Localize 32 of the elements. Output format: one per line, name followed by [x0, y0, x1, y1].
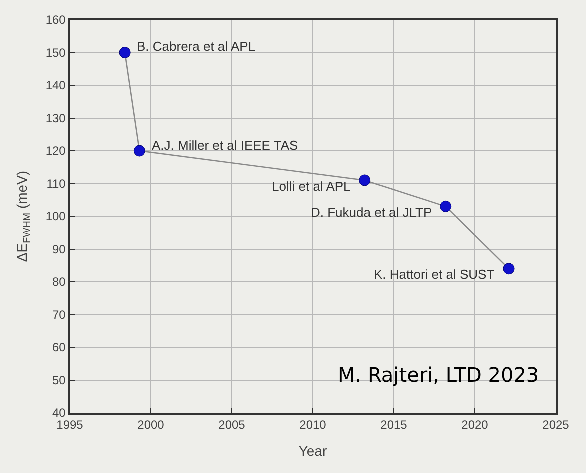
annotation: K. Hattori et al SUST [374, 267, 495, 282]
point [119, 47, 131, 58]
x-tick-label: 2020 [462, 418, 489, 432]
y-tick-label: 120 [46, 144, 66, 158]
x-tick-label: 2000 [138, 418, 165, 432]
point [440, 200, 452, 212]
y-tick-label: 50 [52, 373, 66, 388]
annotation: Lolli et al APL [272, 179, 351, 194]
annotation: A.J. Miller et al IEEE TAS [152, 138, 299, 153]
y-tick-label: 100 [46, 210, 66, 224]
annotation: B. Cabrera et al APL [137, 39, 256, 54]
y-tick-label: 110 [46, 176, 66, 191]
point [359, 174, 371, 186]
point [503, 263, 515, 275]
y-tick-label: 140 [46, 78, 66, 93]
x-tick-label: 2025 [542, 418, 570, 432]
annotation: D. Fukuda et al JLTP [311, 205, 432, 220]
y-tick-label: 150 [46, 46, 66, 60]
y-tick-label: 160 [46, 13, 66, 28]
x-tick-label: 1995 [56, 418, 84, 432]
x-axis-title: Year [298, 442, 328, 459]
x-tick-label: 2015 [380, 418, 408, 432]
y-tick-label: 90 [52, 242, 66, 256]
x-tick-label: 2010 [300, 418, 327, 432]
y-tick-label: 80 [52, 275, 66, 290]
y-tick-label: 130 [46, 111, 66, 126]
y-tick-label: 70 [52, 308, 66, 322]
y-tick-label: 40 [52, 406, 66, 420]
x-tick-label: 2005 [218, 418, 246, 432]
y-tick-label: 60 [52, 340, 66, 355]
point [134, 145, 146, 157]
annotation: M. Rajteri, LTD 2023 [338, 363, 540, 387]
